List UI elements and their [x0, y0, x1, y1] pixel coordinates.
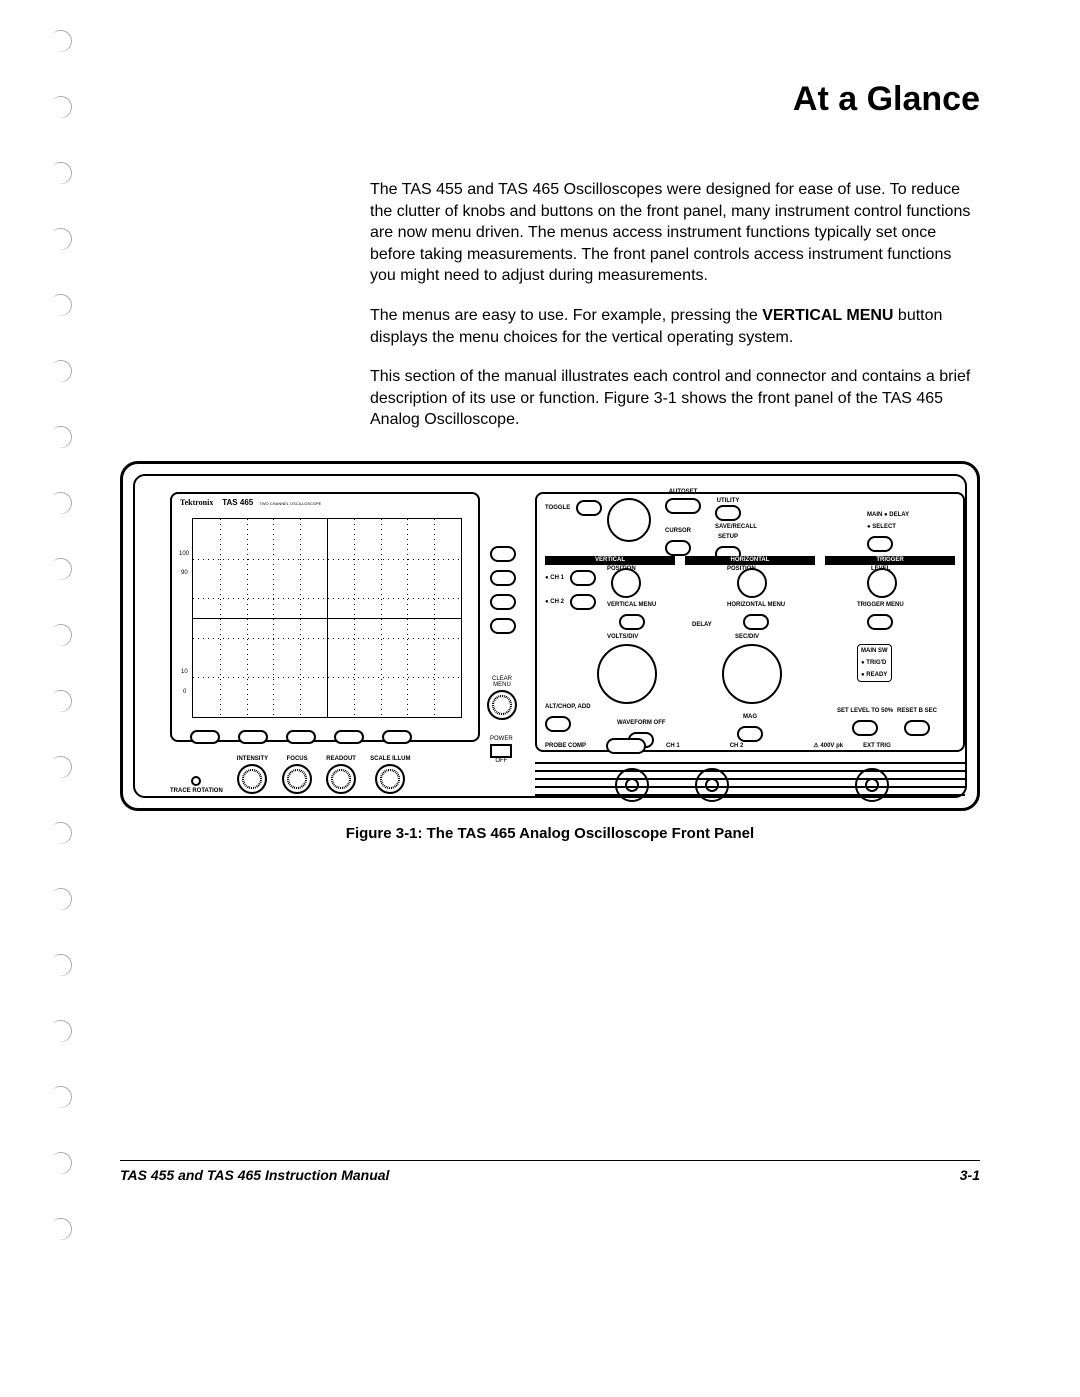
right-control-panel: TOGGLE AUTOSET UTILITY SAVE/RECALL [535, 492, 965, 752]
toggle-button[interactable] [576, 500, 602, 516]
page-title: At a Glance [120, 80, 980, 119]
probe-comp-terminal[interactable] [606, 738, 646, 754]
set-level-50-button[interactable] [852, 720, 878, 736]
utility-button[interactable] [715, 505, 741, 521]
menu-button-5[interactable] [382, 730, 412, 744]
vertical-section-bar: VERTICAL [545, 556, 675, 565]
ext-trig-bnc[interactable] [855, 768, 889, 802]
ch2-button[interactable] [570, 594, 596, 610]
menu-button-1[interactable] [190, 730, 220, 744]
power-button[interactable] [490, 744, 512, 758]
focus-knob[interactable] [282, 764, 312, 794]
power-section: POWER OFF [490, 736, 513, 764]
figure-3-1: Tektronix TAS 465 TWO CHANNEL OSCILLOSCO… [120, 461, 980, 842]
sec-div-knob[interactable] [722, 644, 782, 704]
side-button-4[interactable] [490, 618, 516, 634]
bottom-knob-row: TRACE ROTATION INTENSITY FOCUS READOUT S… [170, 756, 410, 794]
horizontal-section-bar: HORIZONTAL [685, 556, 815, 565]
side-button-2[interactable] [490, 570, 516, 586]
page-content: At a Glance The TAS 455 and TAS 465 Osci… [120, 80, 980, 842]
footer-left: TAS 455 and TAS 465 Instruction Manual [120, 1167, 389, 1183]
page-footer: TAS 455 and TAS 465 Instruction Manual 3… [120, 1160, 980, 1183]
paragraph-3: This section of the manual illustrates e… [370, 366, 980, 431]
general-purpose-knob[interactable] [607, 498, 651, 542]
crt-display: Tektronix TAS 465 TWO CHANNEL OSCILLOSCO… [170, 492, 480, 742]
volts-div-knob[interactable] [597, 644, 657, 704]
horizontal-menu-button[interactable] [743, 614, 769, 630]
autoset-button[interactable] [665, 498, 701, 514]
clear-menu-label: CLEAR MENU [485, 676, 519, 722]
side-button-1[interactable] [490, 546, 516, 562]
altchop-button[interactable] [545, 716, 571, 732]
side-button-3[interactable] [490, 594, 516, 610]
menu-button-2[interactable] [238, 730, 268, 744]
cursor-button[interactable] [665, 540, 691, 556]
body-text: The TAS 455 and TAS 465 Oscilloscopes we… [370, 179, 980, 431]
menu-button-3[interactable] [286, 730, 316, 744]
scale-illum-knob[interactable] [375, 764, 405, 794]
ch2-bnc[interactable] [695, 768, 729, 802]
trigger-section-bar: TRIGGER [825, 556, 955, 565]
readout-knob[interactable] [326, 764, 356, 794]
spiral-binding [50, 30, 80, 1240]
crt-graticule: 100 90 10 0 [192, 518, 462, 718]
vertical-position-knob[interactable] [611, 568, 641, 598]
trigger-level-knob[interactable] [867, 568, 897, 598]
oscilloscope-front-panel: Tektronix TAS 465 TWO CHANNEL OSCILLOSCO… [120, 461, 980, 811]
vertical-menu-button[interactable] [619, 614, 645, 630]
paragraph-2: The menus are easy to use. For example, … [370, 305, 980, 348]
horizontal-position-knob[interactable] [737, 568, 767, 598]
figure-caption: Figure 3-1: The TAS 465 Analog Oscillosc… [120, 825, 980, 842]
side-menu-buttons [490, 546, 516, 634]
clear-menu-knob[interactable] [487, 690, 517, 720]
paragraph-1: The TAS 455 and TAS 465 Oscilloscopes we… [370, 179, 980, 287]
bottom-menu-buttons [190, 730, 412, 744]
bnc-connector-row [535, 762, 965, 812]
reset-bsec-button[interactable] [904, 720, 930, 736]
intensity-knob[interactable] [237, 764, 267, 794]
trigger-menu-button[interactable] [867, 614, 893, 630]
menu-button-4[interactable] [334, 730, 364, 744]
select-button[interactable] [867, 536, 893, 552]
trace-rotation-adj[interactable] [191, 776, 201, 786]
ch1-bnc[interactable] [615, 768, 649, 802]
footer-right: 3-1 [960, 1167, 980, 1183]
ch1-button[interactable] [570, 570, 596, 586]
